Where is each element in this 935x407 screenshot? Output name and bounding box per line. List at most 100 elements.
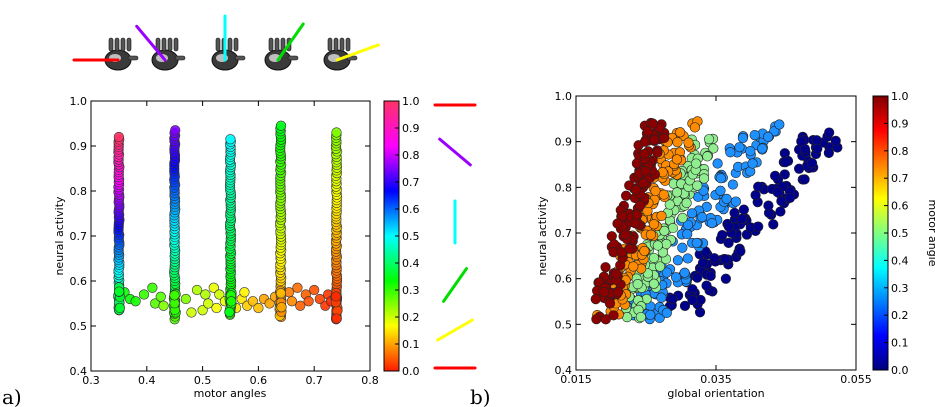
y-tick-label: 0.8 [70, 185, 88, 198]
data-point [208, 282, 219, 293]
data-point [113, 131, 124, 143]
colorbar-tick-label: 1.0 [402, 95, 420, 108]
plot-a-points [113, 120, 343, 325]
data-point [799, 174, 810, 185]
data-point [612, 218, 623, 229]
data-point [823, 147, 834, 159]
data-point [775, 206, 786, 217]
y-tick-label: 0.9 [555, 136, 573, 149]
data-point [635, 200, 646, 211]
data-point [721, 193, 732, 204]
data-point [611, 268, 622, 279]
data-point [690, 158, 702, 169]
data-point [723, 221, 734, 232]
data-point [709, 253, 720, 264]
data-point [679, 300, 691, 311]
data-point [656, 210, 667, 222]
x-tick-label: 0.5 [194, 374, 212, 387]
data-point [224, 306, 235, 318]
colorbar-tick-label: 0.4 [402, 257, 420, 270]
data-point [737, 132, 748, 144]
data-point [226, 296, 237, 307]
data-point [730, 196, 741, 207]
data-point [147, 282, 158, 293]
y-tick-label: 0.5 [70, 320, 88, 333]
data-point [295, 300, 306, 311]
data-point [211, 302, 222, 314]
hand-pose-icons [72, 14, 380, 71]
data-point [736, 213, 748, 224]
x-tick-label: 0.6 [250, 374, 268, 387]
data-point [599, 286, 610, 298]
plot-b-ticks: 0.015 0.035 0.055 0.4 0.5 0.6 0.7 0.8 0.9 1.0 [555, 90, 872, 386]
data-point [812, 143, 823, 154]
angle-icon [442, 267, 468, 303]
data-point [169, 290, 180, 301]
data-point [309, 284, 320, 296]
data-point [749, 129, 760, 141]
y-tick-label: 0.6 [555, 273, 573, 286]
data-point [784, 192, 796, 203]
data-point [830, 135, 841, 146]
data-point [645, 309, 656, 320]
data-point [768, 219, 779, 230]
data-point [681, 197, 692, 208]
y-tick-label: 0.8 [555, 181, 573, 194]
data-point [303, 296, 314, 307]
robot-hand-icon [211, 14, 246, 71]
data-point [632, 209, 643, 220]
data-point [647, 118, 658, 129]
data-point [620, 229, 631, 240]
data-point [275, 120, 287, 131]
plot-b-colorbar-label: motor angle [926, 199, 935, 266]
colorbar-tick-label: 0.7 [402, 176, 420, 189]
robot-hand-icon [323, 37, 380, 71]
panel-label-b: b) [470, 385, 491, 407]
y-tick-label: 0.7 [555, 227, 573, 240]
data-point [197, 305, 208, 316]
data-point [292, 282, 303, 293]
plot-a-colorbar-ticks: 0.0 0.1 0.2 0.3 0.4 0.5 0.6 0.7 0.8 0.9 1.0 [395, 95, 420, 378]
y-tick-label: 0.9 [70, 140, 88, 153]
data-point [691, 237, 702, 249]
x-tick-label: 0.055 [840, 373, 872, 386]
data-point [667, 222, 679, 234]
data-point [692, 180, 703, 191]
colorbar-tick-label: 0.9 [891, 117, 909, 130]
data-point [763, 131, 774, 143]
colorbar-tick-label: 0.8 [402, 149, 420, 162]
colorbar-tick-label: 0.7 [891, 172, 909, 185]
data-point [776, 195, 787, 207]
data-point [671, 187, 683, 198]
data-point [686, 208, 698, 219]
colorbar-tick-label: 0.2 [402, 311, 420, 324]
scatter-plot-global-orientation: 0.015 0.035 0.055 0.4 0.5 0.6 0.7 0.8 0.9 1.0 glo… [536, 90, 872, 400]
y-tick-label: 0.6 [70, 275, 88, 288]
data-point [772, 187, 783, 198]
data-point [628, 261, 639, 272]
data-point [725, 147, 736, 158]
plot-b-colorbar-ticks: 0.0 0.1 0.2 0.3 0.4 0.5 0.6 0.7 0.8 0.9 1.0 [884, 90, 909, 377]
data-point [734, 142, 745, 153]
data-point [654, 261, 666, 272]
colorbar-tick-label: 0.4 [891, 254, 909, 267]
data-point [701, 280, 712, 291]
data-point [225, 134, 236, 145]
data-point [638, 178, 649, 189]
hand-angle-line [276, 22, 305, 62]
data-point [682, 253, 693, 264]
data-point [632, 279, 643, 290]
plot-a-ticks: 0.3 0.4 0.5 0.6 0.7 0.80.40.50.60.70.80.91.0 [70, 95, 379, 387]
data-point [753, 221, 764, 232]
data-point [735, 246, 746, 257]
hand-angle-line [135, 24, 167, 62]
data-point [727, 179, 739, 190]
data-point [170, 125, 181, 136]
colorbar-tick-label: 0.8 [891, 145, 909, 158]
data-point [796, 136, 807, 147]
data-point [745, 145, 756, 157]
plot-b-ylabel: neural activity [536, 196, 549, 276]
data-point [648, 278, 659, 289]
data-point [720, 254, 731, 265]
data-point [708, 143, 719, 154]
